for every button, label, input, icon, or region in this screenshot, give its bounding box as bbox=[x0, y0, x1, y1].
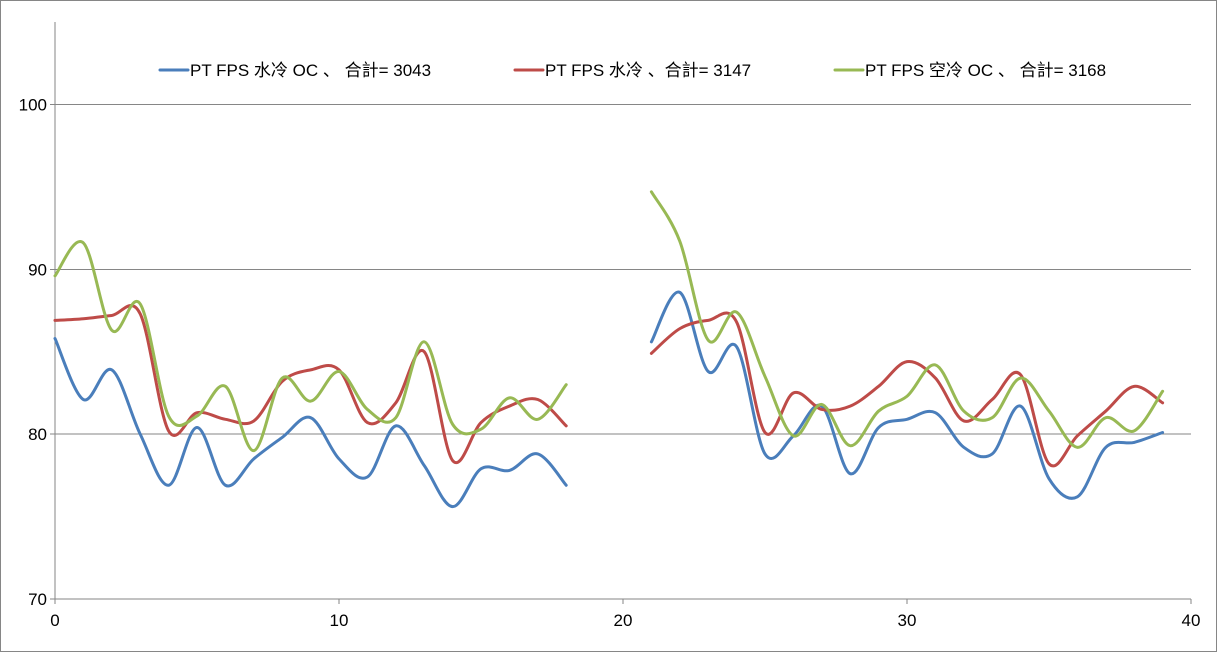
y-tick-label-3: 100 bbox=[19, 95, 47, 114]
legend-label-1: PT FPS 水冷 、合計= 3147 bbox=[545, 61, 751, 80]
x-tick-label-2: 20 bbox=[614, 611, 633, 630]
series-lines bbox=[53, 190, 1165, 509]
y-tick-label-0: 70 bbox=[28, 590, 47, 609]
legend: PT FPS 水冷 OC 、 合計= 3043 PT FPS 水冷 、合計= 31… bbox=[158, 61, 1106, 80]
legend-label-2: PT FPS 空冷 OC 、 合計= 3168 bbox=[865, 61, 1106, 80]
series-2-line-segment-1 bbox=[649, 190, 1165, 449]
series-0-line-segment-0 bbox=[53, 337, 568, 509]
x-tick-label-3: 30 bbox=[898, 611, 917, 630]
x-tick-label-1: 10 bbox=[330, 611, 349, 630]
y-tick-label-2: 90 bbox=[28, 260, 47, 279]
axes: 70 80 90 100 0 10 20 30 40 bbox=[19, 22, 1201, 630]
series-1 bbox=[53, 304, 1165, 468]
series-2-line-segment-0 bbox=[53, 239, 568, 453]
legend-label-0: PT FPS 水冷 OC 、 合計= 3043 bbox=[190, 61, 431, 80]
series-1-line-segment-1 bbox=[649, 311, 1165, 468]
series-2 bbox=[53, 190, 1165, 453]
x-tick-label-0: 0 bbox=[50, 611, 59, 630]
series-0 bbox=[53, 290, 1165, 509]
series-1-line-segment-0 bbox=[53, 304, 568, 465]
y-tick-label-1: 80 bbox=[28, 425, 47, 444]
series-0-line-segment-1 bbox=[649, 290, 1165, 500]
x-tick-label-4: 40 bbox=[1182, 611, 1201, 630]
